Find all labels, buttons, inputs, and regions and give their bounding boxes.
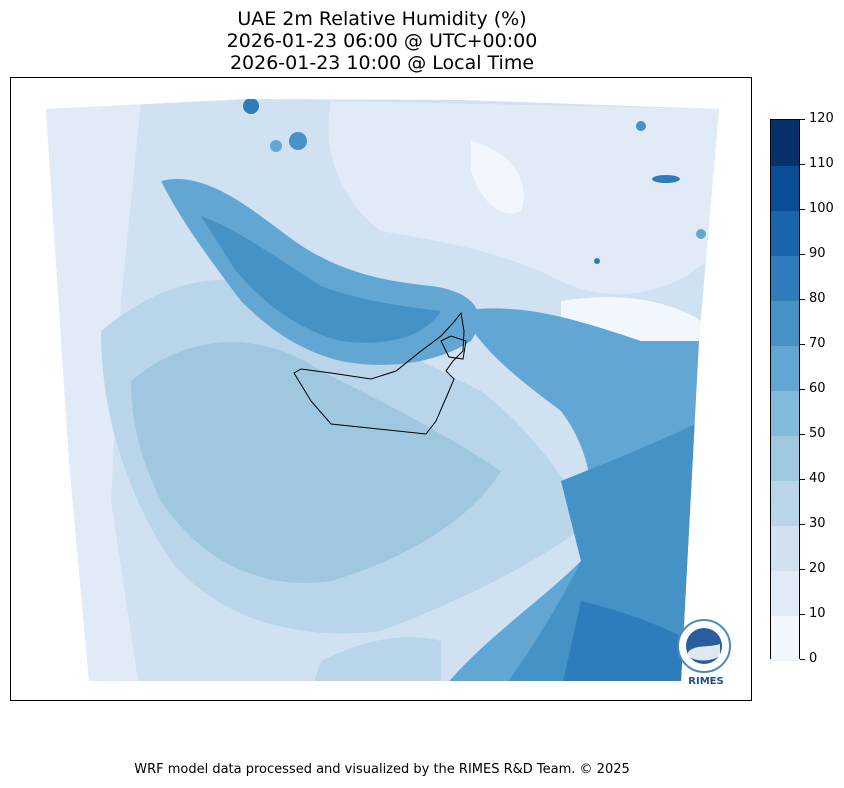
humidity-spot bbox=[289, 132, 307, 150]
colorbar-segment bbox=[771, 435, 799, 481]
humidity-band-70-80-gulf bbox=[201, 216, 441, 343]
colorbar-segment bbox=[771, 165, 799, 211]
colorbar-tick bbox=[800, 299, 805, 300]
humidity-band-80-90-sea bbox=[561, 601, 691, 681]
colorbar-tick bbox=[800, 344, 805, 345]
colorbar-tick bbox=[800, 614, 805, 615]
colorbar-tick-label: 10 bbox=[809, 606, 826, 621]
humidity-spot bbox=[652, 175, 680, 183]
colorbar-tick-label: 100 bbox=[809, 201, 834, 216]
colorbar-tick-label: 50 bbox=[809, 426, 826, 441]
humidity-band-40-50 bbox=[131, 342, 501, 583]
humidity-spot bbox=[696, 229, 706, 239]
colorbar-segment bbox=[771, 120, 799, 166]
title-line-1: UAE 2m Relative Humidity (%) bbox=[237, 8, 527, 30]
colorbar-segment bbox=[771, 255, 799, 301]
colorbar-tick-label: 40 bbox=[809, 471, 826, 486]
colorbar-tick bbox=[800, 209, 805, 210]
colorbar-tick bbox=[800, 434, 805, 435]
colorbar-tick-label: 20 bbox=[809, 561, 826, 576]
humidity-spot bbox=[270, 140, 282, 152]
colorbar-tick bbox=[800, 659, 805, 660]
colorbar-segment bbox=[771, 210, 799, 256]
title-line-3: 2026-01-23 10:00 @ Local Time bbox=[229, 52, 535, 74]
humidity-band-30-40-south bbox=[311, 637, 441, 681]
humidity-spot bbox=[243, 99, 259, 114]
colorbar-tick-label: 70 bbox=[809, 336, 826, 351]
uae-border bbox=[293, 311, 465, 435]
map-panel bbox=[10, 77, 752, 701]
colorbar-tick-label: 110 bbox=[809, 156, 834, 171]
musandam-border bbox=[440, 335, 467, 360]
colorbar-segment bbox=[771, 480, 799, 526]
humidity-band-0-10-east bbox=[561, 297, 701, 351]
logo-text: RIMES bbox=[688, 676, 724, 687]
colorbar-tick-label: 120 bbox=[809, 111, 834, 126]
humidity-spot bbox=[636, 121, 646, 131]
colorbar-tick-label: 80 bbox=[809, 291, 826, 306]
colorbar-segment bbox=[771, 300, 799, 346]
colorbar-segment bbox=[771, 345, 799, 391]
title-line-2: 2026-01-23 06:00 @ UTC+00:00 bbox=[226, 30, 538, 52]
colorbar-tick bbox=[800, 569, 805, 570]
colorbar-segment bbox=[771, 570, 799, 616]
footer-credit: WRF model data processed and visualized … bbox=[134, 762, 630, 777]
colorbar-tick bbox=[800, 524, 805, 525]
colorbar-tick-label: 0 bbox=[809, 651, 818, 666]
colorbar-tick-label: 60 bbox=[809, 381, 826, 396]
humidity-map bbox=[46, 99, 719, 681]
colorbar-tick-label: 90 bbox=[809, 246, 826, 261]
rimes-logo: RIMES bbox=[676, 618, 736, 688]
colorbar-tick bbox=[800, 119, 805, 120]
humidity-band-10-20-north bbox=[328, 101, 719, 295]
colorbar-tick bbox=[800, 254, 805, 255]
colorbar-segment bbox=[771, 525, 799, 571]
colorbar-tick bbox=[800, 389, 805, 390]
colorbar-tick-label: 30 bbox=[809, 516, 826, 531]
colorbar bbox=[770, 119, 800, 661]
colorbar-segment bbox=[771, 615, 799, 661]
humidity-spot bbox=[594, 258, 600, 264]
colorbar-tick bbox=[800, 479, 805, 480]
humidity-band-0-10-north bbox=[471, 141, 524, 214]
colorbar-tick bbox=[800, 164, 805, 165]
colorbar-segment bbox=[771, 390, 799, 436]
